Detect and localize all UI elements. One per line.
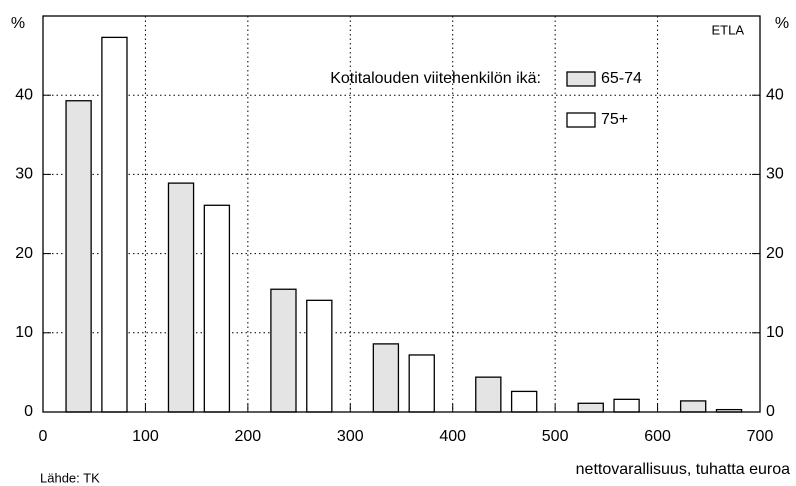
legend-swatch [566,71,596,87]
x-tick-label: 500 [542,428,569,445]
source-tag: ETLA [711,22,744,37]
bar [577,402,604,413]
x-tick-label: 100 [132,428,159,445]
y-tick-label: 30 [15,166,33,183]
bar [372,343,400,413]
bar [101,36,128,413]
bar [408,354,435,413]
y-unit-left: % [11,15,25,32]
source: Lähde: TK [40,470,100,485]
y-tick-label-right: 0 [766,403,775,420]
y-tick-label-right: 20 [766,245,784,262]
bar [475,376,502,413]
x-tick-label: 700 [747,428,774,445]
bar [679,400,707,413]
x-tick-label: 600 [644,428,671,445]
y-tick-label: 40 [15,86,33,103]
x-tick-label: 200 [235,428,262,445]
legend-label: 65-74 [601,70,642,87]
x-tick-label: 300 [337,428,364,445]
y-tick-label: 10 [15,324,33,341]
y-tick-label: 0 [24,403,33,420]
legend-title: Kotitalouden viitehenkilön ikä: [330,70,541,87]
bar [270,288,297,413]
legend-label: 75+ [601,111,628,128]
x-axis-label: nettovarallisuus, tuhatta euroa [576,461,790,478]
plot-frame [42,15,761,413]
bar [65,100,92,413]
bar [203,204,231,413]
x-tick-label: 400 [439,428,466,445]
y-tick-label: 20 [15,245,33,262]
legend-swatch [566,112,596,128]
bar [613,398,640,413]
y-tick-label-right: 40 [766,86,784,103]
y-unit-right: % [775,15,789,32]
bar [510,390,538,413]
bar [167,182,195,413]
y-tick-label-right: 10 [766,324,784,341]
x-tick-label: 0 [39,428,48,445]
y-tick-label-right: 30 [766,166,784,183]
bar [306,299,333,413]
